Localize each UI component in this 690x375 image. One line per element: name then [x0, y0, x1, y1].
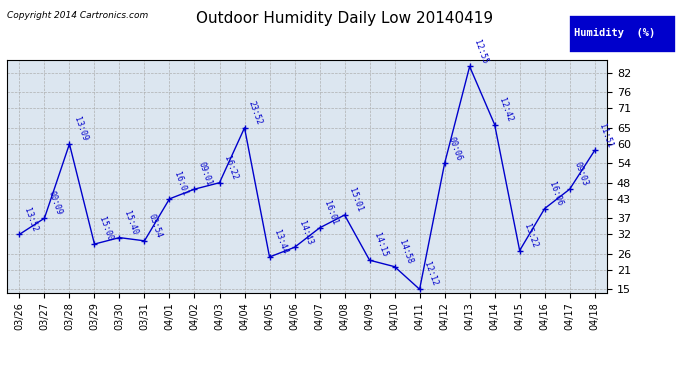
Text: 15:40: 15:40: [122, 209, 139, 236]
Text: 12:42: 12:42: [497, 96, 514, 123]
Text: 15:01: 15:01: [347, 187, 364, 213]
Text: 12:55: 12:55: [472, 38, 489, 65]
Text: 14:58: 14:58: [397, 238, 414, 265]
Text: 13:09: 13:09: [72, 116, 89, 142]
Text: Copyright 2014 Cartronics.com: Copyright 2014 Cartronics.com: [7, 11, 148, 20]
Text: 14:15: 14:15: [372, 232, 389, 259]
Text: 00:06: 00:06: [447, 135, 464, 162]
Text: 14:43: 14:43: [297, 219, 314, 246]
Text: 13:52: 13:52: [22, 206, 39, 233]
Text: 16:01: 16:01: [322, 200, 339, 226]
Text: 03:54: 03:54: [147, 213, 164, 239]
Text: 16:06: 16:06: [547, 180, 564, 207]
Text: Outdoor Humidity Daily Low 20140419: Outdoor Humidity Daily Low 20140419: [197, 11, 493, 26]
Text: 09:01: 09:01: [197, 161, 214, 188]
Text: 09:03: 09:03: [572, 161, 589, 188]
Text: 23:52: 23:52: [247, 100, 264, 126]
Text: 12:12: 12:12: [422, 261, 439, 288]
Text: 16:22: 16:22: [222, 154, 239, 181]
Text: 15:00: 15:00: [97, 216, 114, 243]
Text: 16:01: 16:01: [172, 171, 189, 197]
Text: Humidity  (%): Humidity (%): [574, 28, 655, 38]
Text: 11:51: 11:51: [598, 122, 614, 149]
Text: 15:22: 15:22: [522, 222, 539, 249]
Text: 00:09: 00:09: [47, 190, 64, 217]
Text: 13:44: 13:44: [272, 229, 289, 255]
